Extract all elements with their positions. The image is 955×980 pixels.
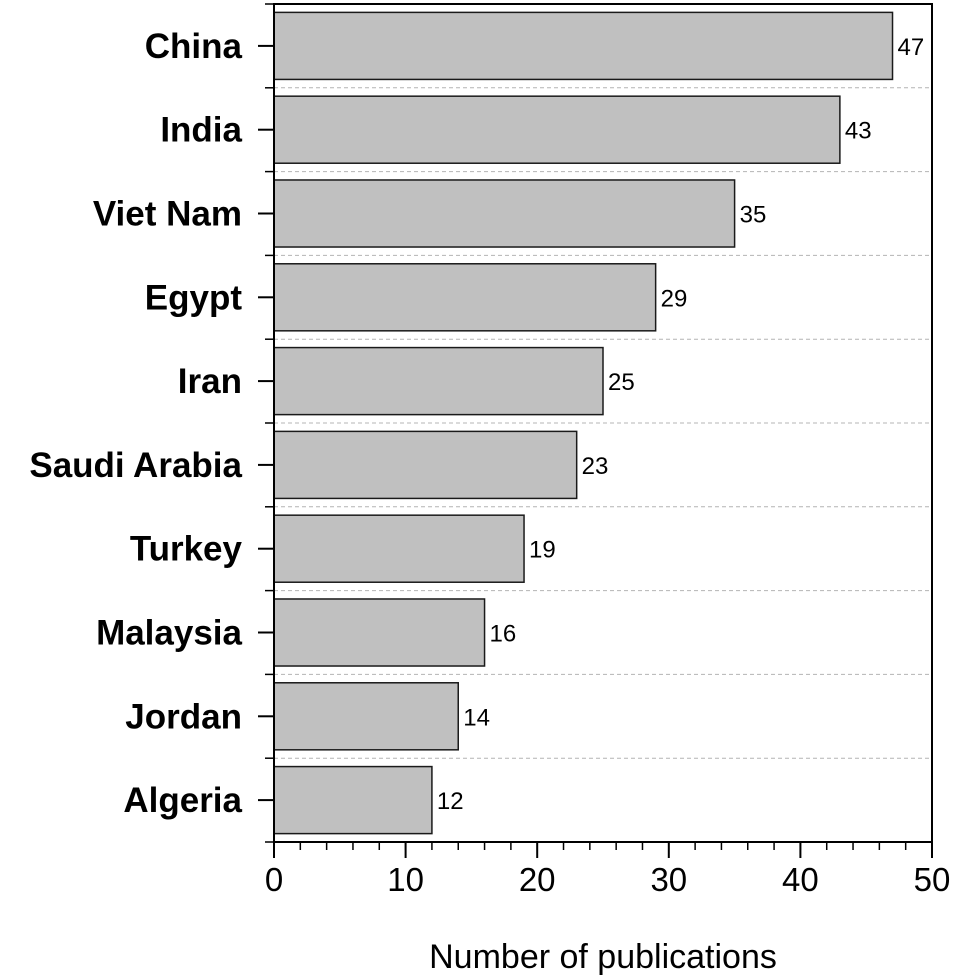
bar-malaysia xyxy=(273,598,486,667)
data-label: 19 xyxy=(529,537,556,564)
bar-saudi-arabia xyxy=(273,430,578,500)
value-labels: 47 43 35 29 25 23 19 16 14 12 xyxy=(437,34,924,815)
category-label: Saudi Arabia xyxy=(29,446,242,485)
data-label: 12 xyxy=(437,788,464,815)
category-labels: China India Viet Nam Egypt Iran Saudi Arabia T… xyxy=(29,27,242,820)
bars xyxy=(273,11,894,835)
category-label: Turkey xyxy=(130,530,243,569)
bar-algeria xyxy=(273,765,433,835)
category-label: Viet Nam xyxy=(93,195,242,234)
x-tick-label: 40 xyxy=(782,861,819,898)
x-axis-title: Number of publications xyxy=(429,938,777,976)
bar-egypt xyxy=(273,263,657,332)
bar-viet-nam xyxy=(273,179,736,248)
grid-lines xyxy=(274,87,932,759)
data-label: 16 xyxy=(490,621,517,648)
category-label: Egypt xyxy=(145,278,243,317)
category-label: Algeria xyxy=(123,781,242,820)
category-label: Iran xyxy=(178,362,242,401)
x-tick-label: 30 xyxy=(650,861,687,898)
data-label: 14 xyxy=(463,704,490,731)
y-axis-ticks xyxy=(258,3,274,843)
x-tick-labels: 0 10 20 30 40 50 xyxy=(265,861,951,898)
bar-china xyxy=(273,11,894,81)
category-label: Malaysia xyxy=(96,614,242,653)
bar-iran xyxy=(273,346,604,416)
x-tick-label: 10 xyxy=(387,861,424,898)
x-axis-ticks xyxy=(273,842,933,858)
data-label: 35 xyxy=(740,202,767,229)
x-tick-label: 50 xyxy=(914,861,951,898)
x-tick-label: 0 xyxy=(265,861,283,898)
bar-jordan xyxy=(273,682,459,751)
x-tick-label: 20 xyxy=(519,861,556,898)
bar-turkey xyxy=(273,514,525,583)
bar-india xyxy=(273,95,841,164)
category-label: China xyxy=(145,27,243,66)
category-label: India xyxy=(160,111,242,150)
data-label: 23 xyxy=(582,453,609,480)
data-label: 29 xyxy=(661,285,688,312)
data-label: 47 xyxy=(898,34,925,61)
category-label: Jordan xyxy=(125,697,242,736)
data-label: 43 xyxy=(845,118,872,145)
data-label: 25 xyxy=(608,369,635,396)
